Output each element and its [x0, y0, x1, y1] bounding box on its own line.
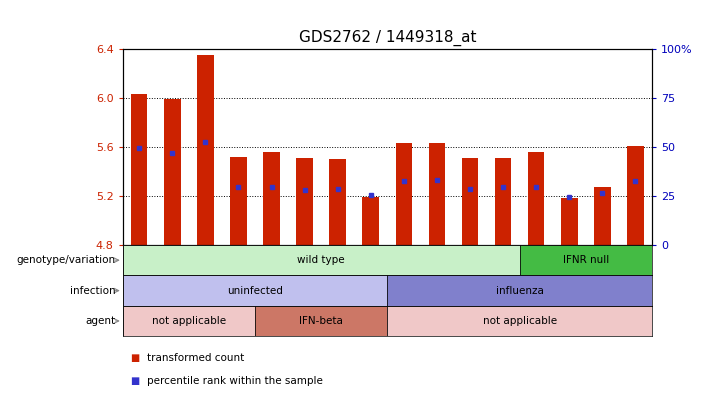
Bar	[131, 94, 147, 245]
Bar	[230, 157, 247, 245]
Text: IFNR null: IFNR null	[563, 255, 609, 265]
Bar	[164, 99, 181, 245]
Text: ■: ■	[130, 354, 139, 363]
Bar	[264, 152, 280, 245]
Bar	[428, 143, 445, 245]
Bar	[528, 152, 545, 245]
Text: influenza: influenza	[496, 286, 543, 296]
Bar	[297, 158, 313, 245]
Text: uninfected: uninfected	[227, 286, 283, 296]
Text: not applicable: not applicable	[152, 316, 226, 326]
Text: wild type: wild type	[297, 255, 345, 265]
Text: agent: agent	[86, 316, 116, 326]
Bar	[329, 159, 346, 245]
Bar	[123, 306, 255, 336]
Bar	[123, 275, 387, 306]
Text: ■: ■	[130, 376, 139, 386]
Bar	[255, 306, 387, 336]
Text: IFN-beta: IFN-beta	[299, 316, 343, 326]
Bar	[462, 158, 478, 245]
Text: infection: infection	[70, 286, 116, 296]
Text: transformed count: transformed count	[147, 354, 245, 363]
Text: not applicable: not applicable	[482, 316, 557, 326]
Bar	[387, 306, 652, 336]
Bar	[495, 158, 511, 245]
Text: genotype/variation: genotype/variation	[17, 255, 116, 265]
Bar	[519, 245, 652, 275]
Bar	[395, 143, 412, 245]
Bar	[123, 245, 519, 275]
Bar	[197, 55, 214, 245]
Bar	[362, 197, 379, 245]
Bar	[627, 145, 644, 245]
Text: percentile rank within the sample: percentile rank within the sample	[147, 376, 323, 386]
Bar	[561, 198, 578, 245]
Title: GDS2762 / 1449318_at: GDS2762 / 1449318_at	[299, 30, 476, 46]
Bar	[594, 188, 611, 245]
Bar	[387, 275, 652, 306]
